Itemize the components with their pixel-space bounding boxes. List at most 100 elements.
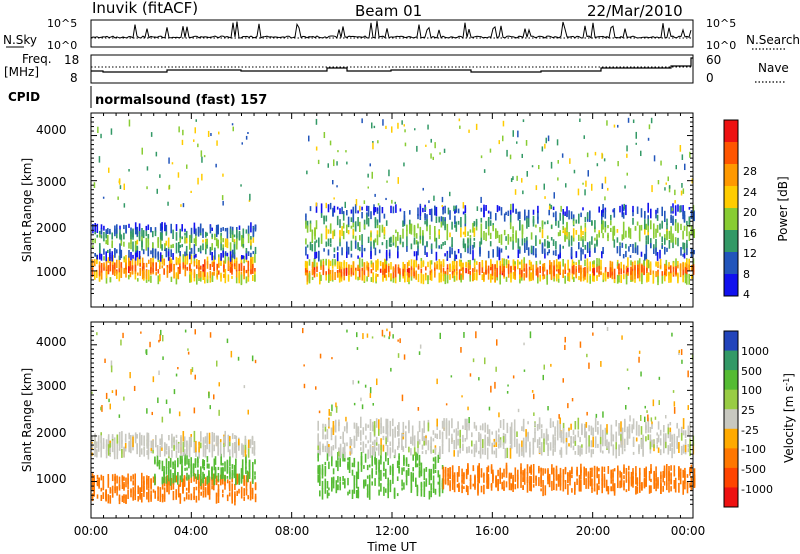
power-cell — [98, 277, 101, 282]
velocity-cell — [461, 474, 463, 483]
velocity-cell — [398, 438, 400, 445]
velocity-cell — [473, 447, 476, 458]
power-cell — [528, 259, 531, 266]
power-cell — [120, 240, 123, 246]
velocity-cell — [360, 430, 362, 441]
velocity-cell — [503, 468, 505, 478]
velocity-cell — [362, 427, 365, 435]
power-cell — [184, 267, 187, 277]
power-cell — [402, 241, 404, 248]
velocity-cell — [413, 435, 416, 448]
power-cell — [155, 262, 157, 271]
power-cell — [480, 232, 483, 238]
velocity-cell — [445, 403, 448, 406]
power-cell — [254, 224, 257, 232]
velocity-cell — [690, 479, 693, 491]
power-cell — [313, 259, 316, 267]
velocity-cell — [162, 356, 164, 360]
freq-unit: [MHz] — [4, 65, 39, 79]
power-cell — [467, 231, 469, 236]
power-cell — [490, 267, 492, 271]
velocity-cell — [514, 467, 517, 477]
velocity-cell — [623, 480, 625, 487]
power-cell — [327, 243, 330, 247]
velocity-cell — [94, 438, 96, 447]
power-cell — [177, 257, 180, 265]
velocity-cell — [562, 435, 565, 444]
velocity-cell — [412, 474, 414, 482]
velocity-cell — [365, 435, 367, 440]
velocity-cell — [509, 445, 512, 451]
power-cell — [653, 223, 655, 234]
power-cell — [178, 126, 180, 133]
power-cell — [610, 227, 612, 232]
power-cell — [361, 212, 363, 219]
power-cell — [655, 228, 657, 238]
power-cell — [458, 118, 461, 122]
power-cell — [480, 223, 483, 234]
velocity-cell — [559, 483, 562, 491]
velocity-cell — [373, 425, 376, 436]
power-cell — [553, 277, 555, 282]
power-cell — [444, 241, 446, 245]
velocity-cell — [544, 485, 547, 496]
power-cell — [366, 214, 368, 225]
power-cell — [625, 204, 627, 216]
power-cell — [222, 250, 224, 258]
power-cell — [553, 192, 555, 199]
velocity-cell — [234, 493, 236, 506]
velocity-cell — [355, 475, 358, 481]
power-cell — [443, 148, 446, 153]
power-cell — [573, 169, 576, 174]
velocity-cell — [194, 329, 196, 335]
power-cell — [491, 265, 494, 276]
power-cell — [438, 245, 440, 249]
velocity-cell — [549, 447, 552, 451]
power-cell — [366, 276, 368, 282]
power-cell — [323, 248, 325, 252]
velocity-cell — [660, 471, 662, 480]
power-cell — [189, 245, 191, 250]
power-cell — [209, 225, 212, 234]
velocity-cell — [348, 457, 351, 467]
velocity-cell — [570, 436, 572, 439]
velocity-cell — [671, 447, 673, 459]
velocity-cell — [557, 474, 560, 481]
velocity-cell — [540, 424, 543, 428]
power-cell — [617, 124, 619, 128]
velocity-cell — [182, 441, 185, 452]
power-cell — [417, 273, 420, 283]
velocity-cell — [612, 447, 615, 456]
power-cell — [339, 219, 341, 228]
velocity-cell — [125, 494, 127, 504]
power-cell — [245, 248, 248, 254]
velocity-cell — [165, 399, 168, 405]
velocity-cell — [432, 457, 435, 462]
power-cell — [510, 269, 512, 275]
velocity-cell — [389, 441, 392, 446]
power-cell — [415, 254, 418, 261]
power-cell — [370, 260, 373, 265]
power-cell — [544, 143, 546, 149]
power-cell — [438, 272, 441, 283]
velocity-cell — [509, 448, 512, 459]
power-cell — [247, 260, 250, 272]
power-cell — [424, 213, 426, 221]
power-cell — [442, 273, 445, 282]
power-cell — [105, 233, 107, 239]
velocity-cell — [195, 476, 198, 484]
power-cell — [333, 197, 335, 200]
velocity-cell — [204, 436, 207, 444]
velocity-cell — [350, 439, 353, 446]
power-cell — [157, 251, 159, 256]
power-cell — [684, 163, 686, 171]
velocity-cell — [669, 422, 672, 426]
power-cell — [202, 272, 204, 280]
velocity-cell — [161, 439, 163, 444]
nave-label: Nave — [758, 61, 789, 75]
velocity-cell — [353, 402, 356, 406]
power-cell — [397, 264, 400, 270]
power-cell — [539, 260, 541, 265]
velocity-cell — [499, 467, 501, 479]
power-cell — [209, 263, 212, 271]
